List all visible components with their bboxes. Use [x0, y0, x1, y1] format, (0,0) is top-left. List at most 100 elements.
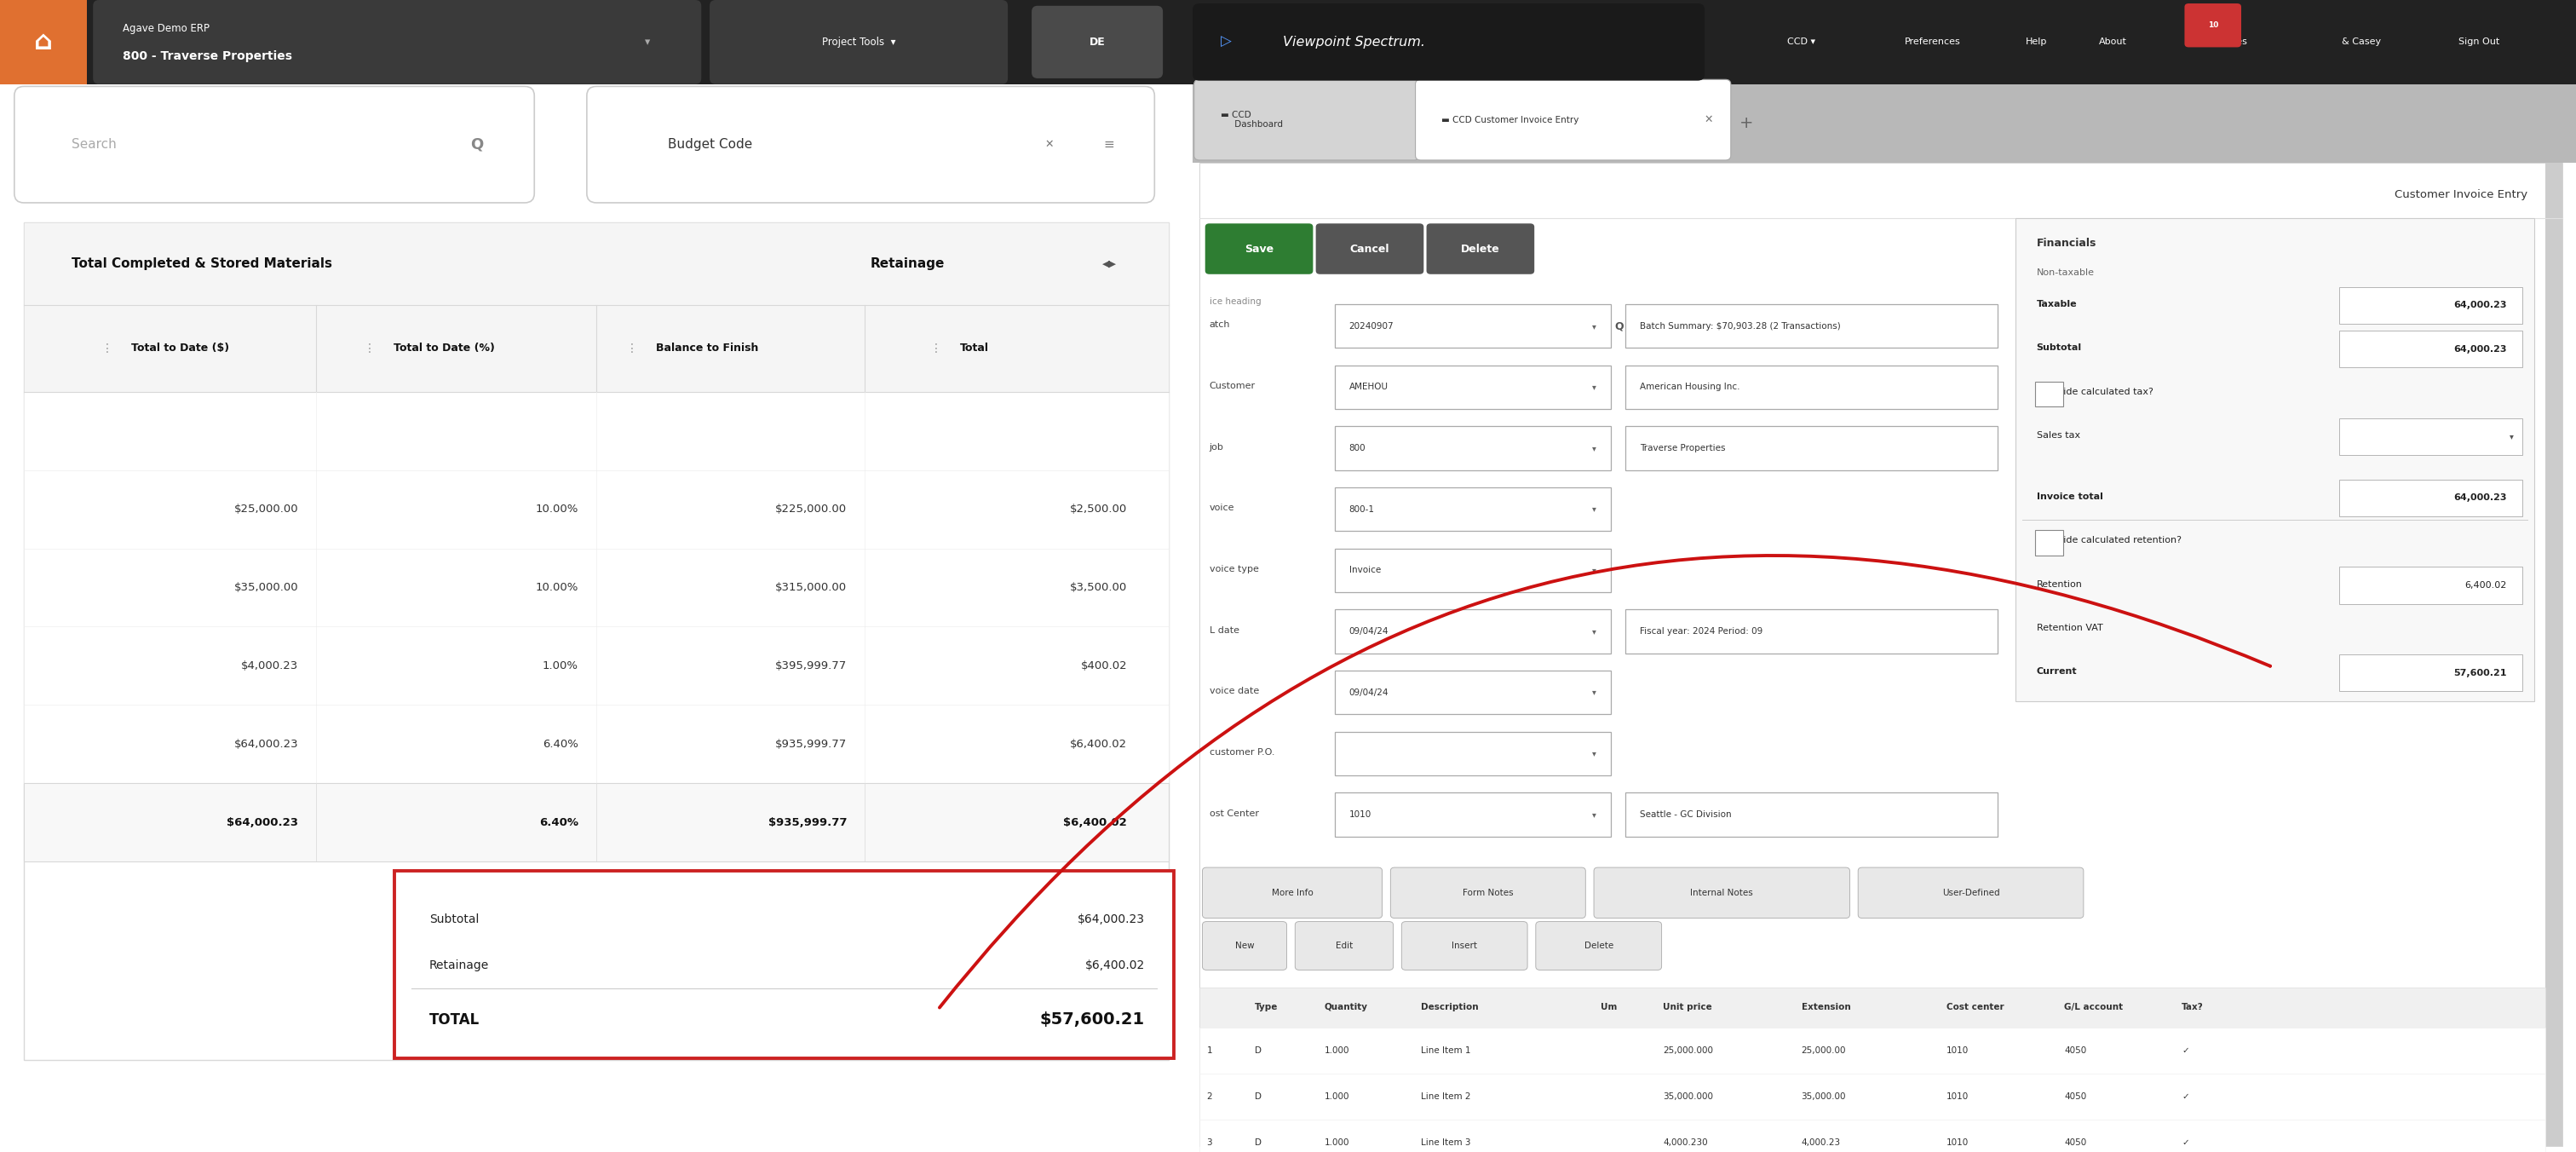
FancyBboxPatch shape — [23, 222, 1170, 1060]
Text: Unit price: Unit price — [1664, 1003, 1713, 1011]
Text: 35,000.000: 35,000.000 — [1664, 1092, 1713, 1101]
Text: 1: 1 — [1206, 1046, 1213, 1055]
Text: 1.000: 1.000 — [1324, 1138, 1350, 1147]
Text: Retention: Retention — [2038, 581, 2081, 589]
Text: ▾: ▾ — [1592, 688, 1597, 697]
Text: 1010: 1010 — [1947, 1092, 1968, 1101]
Text: $935,999.77: $935,999.77 — [768, 817, 848, 828]
Text: 09/04/24: 09/04/24 — [1350, 688, 1388, 697]
Text: Current: Current — [2038, 668, 2076, 676]
Text: Batch Summary: $70,903.28 (2 Transactions): Batch Summary: $70,903.28 (2 Transaction… — [1638, 321, 1839, 331]
Text: voice: voice — [1208, 503, 1234, 513]
Text: job: job — [1208, 442, 1224, 452]
Text: ⋮: ⋮ — [626, 342, 639, 355]
Text: Override calculated retention?: Override calculated retention? — [2038, 537, 2182, 545]
FancyBboxPatch shape — [1200, 1028, 2545, 1074]
FancyBboxPatch shape — [1200, 1074, 2545, 1120]
Text: Line Item 1: Line Item 1 — [1422, 1046, 1471, 1055]
Text: ✓: ✓ — [2182, 1138, 2190, 1147]
FancyBboxPatch shape — [1427, 223, 1535, 274]
Text: ◀▶: ◀▶ — [1103, 259, 1115, 268]
Text: Internal Notes: Internal Notes — [1690, 888, 1754, 897]
FancyBboxPatch shape — [23, 392, 1170, 470]
Text: D: D — [1255, 1138, 1262, 1147]
Text: $935,999.77: $935,999.77 — [775, 738, 848, 750]
FancyBboxPatch shape — [1195, 79, 1419, 160]
Text: Tax?: Tax? — [2182, 1003, 2202, 1011]
Text: 4050: 4050 — [2063, 1092, 2087, 1101]
Text: Form Notes: Form Notes — [1463, 888, 1515, 897]
Text: Cost center: Cost center — [1947, 1003, 2004, 1011]
Text: Total: Total — [961, 343, 989, 354]
FancyBboxPatch shape — [1296, 922, 1394, 970]
Text: Subtotal: Subtotal — [430, 914, 479, 925]
Text: Retainage: Retainage — [430, 960, 489, 971]
Text: 4050: 4050 — [2063, 1138, 2087, 1147]
Text: ▾: ▾ — [644, 37, 649, 47]
FancyBboxPatch shape — [1203, 922, 1288, 970]
FancyBboxPatch shape — [23, 305, 1170, 392]
Text: Help: Help — [2025, 38, 2048, 46]
FancyBboxPatch shape — [1334, 304, 1610, 348]
Text: $57,600.21: $57,600.21 — [1041, 1011, 1144, 1028]
FancyBboxPatch shape — [1625, 365, 1999, 409]
Text: 10: 10 — [2208, 22, 2218, 29]
Text: Customer Invoice Entry: Customer Invoice Entry — [2396, 189, 2527, 200]
Text: ▾: ▾ — [1592, 505, 1597, 514]
Text: AMEHOU: AMEHOU — [1350, 382, 1388, 392]
Text: TOTAL: TOTAL — [430, 1011, 479, 1028]
Text: Delete: Delete — [1584, 941, 1613, 950]
Text: L date: L date — [1208, 626, 1239, 635]
FancyBboxPatch shape — [394, 871, 1175, 1059]
Text: Total Completed & Stored Materials: Total Completed & Stored Materials — [72, 257, 332, 271]
Text: 10.00%: 10.00% — [536, 503, 580, 515]
Text: ▬ CCD Customer Invoice Entry: ▬ CCD Customer Invoice Entry — [1443, 115, 1579, 124]
Text: 800: 800 — [1350, 444, 1365, 453]
Text: 10.00%: 10.00% — [536, 582, 580, 593]
Text: 1.00%: 1.00% — [544, 660, 580, 672]
FancyBboxPatch shape — [708, 0, 1007, 84]
Text: $25,000.00: $25,000.00 — [234, 503, 299, 515]
Text: ▾: ▾ — [1592, 382, 1597, 392]
Text: 2: 2 — [1206, 1092, 1213, 1101]
Text: ⋮: ⋮ — [100, 342, 113, 355]
Text: ost Center: ost Center — [1208, 809, 1260, 818]
FancyBboxPatch shape — [1401, 922, 1528, 970]
Text: Save: Save — [1244, 243, 1273, 255]
Text: Line Item 3: Line Item 3 — [1422, 1138, 1471, 1147]
FancyBboxPatch shape — [1334, 548, 1610, 592]
Text: ✓: ✓ — [2182, 1092, 2190, 1101]
Text: $4,000.23: $4,000.23 — [242, 660, 299, 672]
FancyBboxPatch shape — [1625, 426, 1999, 470]
FancyBboxPatch shape — [1535, 922, 1662, 970]
FancyBboxPatch shape — [2017, 218, 2535, 702]
Text: & Casey: & Casey — [2342, 38, 2380, 46]
Text: 6.40%: 6.40% — [544, 738, 580, 750]
Text: Delete: Delete — [1461, 243, 1499, 255]
FancyBboxPatch shape — [2545, 162, 2563, 1146]
FancyBboxPatch shape — [2339, 418, 2522, 455]
FancyBboxPatch shape — [1334, 609, 1610, 653]
Text: Customer: Customer — [1208, 381, 1255, 391]
FancyArrowPatch shape — [940, 555, 2269, 1008]
Text: ✕: ✕ — [1705, 114, 1713, 126]
FancyBboxPatch shape — [1625, 304, 1999, 348]
Text: ✓: ✓ — [2182, 1046, 2190, 1055]
Text: Non-taxable: Non-taxable — [2038, 268, 2094, 278]
FancyBboxPatch shape — [1857, 867, 2084, 918]
FancyBboxPatch shape — [1316, 223, 1425, 274]
Text: ▾: ▾ — [1592, 321, 1597, 331]
Text: $400.02: $400.02 — [1079, 660, 1128, 672]
FancyBboxPatch shape — [1193, 0, 2576, 84]
Text: User-Defined: User-Defined — [1942, 888, 1999, 897]
Text: Traverse Properties: Traverse Properties — [1638, 444, 1726, 453]
Text: Retainage: Retainage — [871, 257, 945, 271]
FancyBboxPatch shape — [1200, 162, 2563, 1146]
Text: 4,000.23: 4,000.23 — [1801, 1138, 1842, 1147]
Text: ice heading: ice heading — [1208, 297, 1260, 306]
Text: Cancel: Cancel — [1350, 243, 1388, 255]
Text: D: D — [1255, 1092, 1262, 1101]
Text: Invoice: Invoice — [1350, 566, 1381, 575]
Text: G/L account: G/L account — [2063, 1003, 2123, 1011]
FancyBboxPatch shape — [1200, 987, 2545, 1028]
